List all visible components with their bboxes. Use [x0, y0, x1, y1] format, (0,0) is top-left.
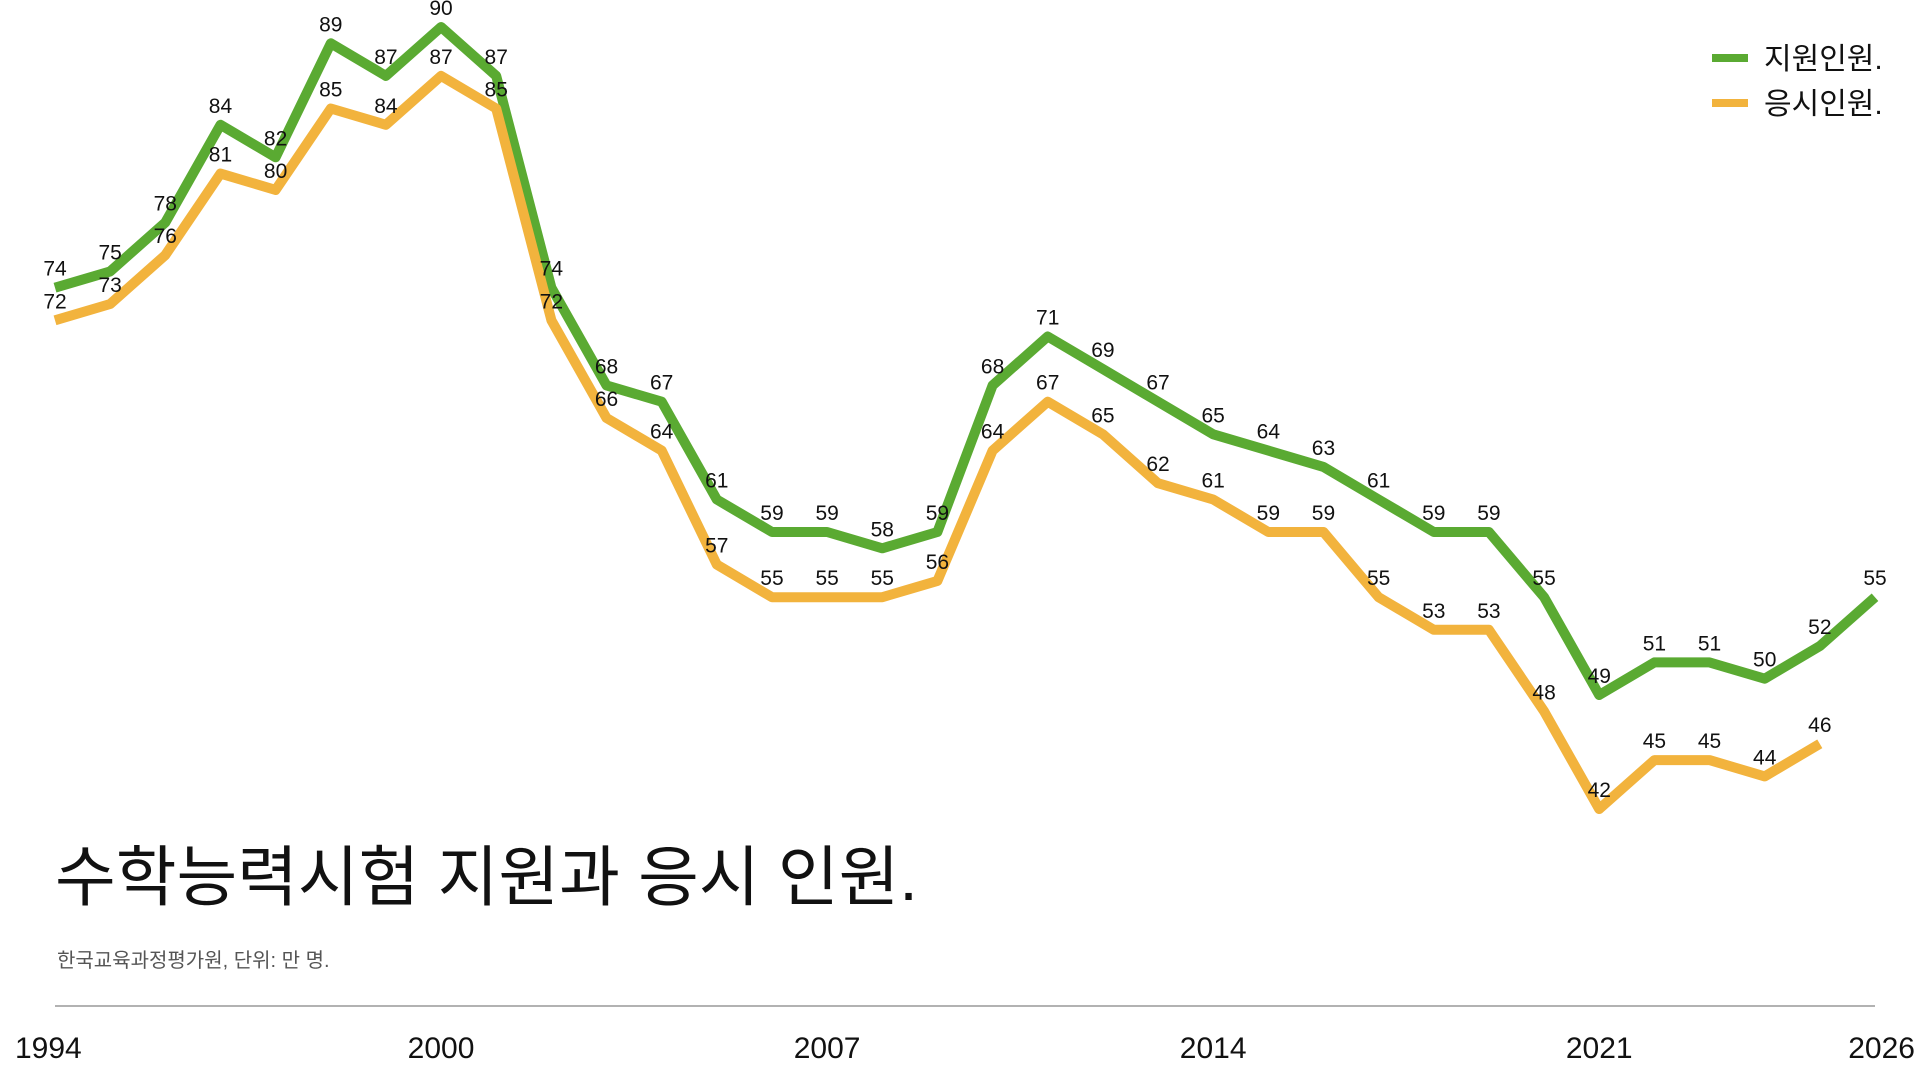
data-label: 57: [705, 535, 728, 558]
data-label: 55: [1863, 567, 1886, 590]
data-label: 87: [374, 46, 397, 69]
data-label: 62: [1146, 453, 1169, 476]
x-tick-label: 2000: [408, 1032, 475, 1065]
data-label: 67: [1036, 372, 1059, 395]
data-label: 89: [319, 13, 342, 36]
data-label: 44: [1753, 746, 1777, 769]
data-label: 59: [926, 502, 949, 525]
data-label: 78: [154, 193, 177, 216]
data-label: 45: [1643, 730, 1666, 753]
x-tick-label: 2014: [1180, 1032, 1247, 1065]
data-label: 76: [154, 225, 177, 248]
data-label: 65: [1091, 404, 1114, 427]
data-label: 48: [1532, 681, 1555, 704]
data-label: 85: [319, 78, 342, 101]
chart-title: 수학능력시험 지원과 응시 인원.: [55, 840, 918, 914]
data-label: 68: [981, 355, 1004, 378]
data-label: 64: [1257, 421, 1281, 444]
data-label: 55: [760, 567, 783, 590]
data-label: 59: [1477, 502, 1500, 525]
data-label: 71: [1036, 307, 1059, 330]
data-label: 52: [1808, 616, 1831, 639]
data-label: 53: [1477, 600, 1500, 623]
data-label: 74: [540, 258, 564, 281]
data-label: 84: [374, 95, 398, 118]
data-label: 51: [1698, 632, 1721, 655]
data-label: 51: [1643, 632, 1666, 655]
data-label: 74: [43, 258, 67, 281]
data-label: 87: [429, 46, 452, 69]
data-label: 53: [1422, 600, 1445, 623]
data-label: 63: [1312, 437, 1335, 460]
data-label: 85: [485, 78, 508, 101]
data-label: 80: [264, 160, 287, 183]
data-label: 64: [981, 421, 1005, 444]
data-label: 69: [1091, 339, 1114, 362]
data-label: 72: [540, 290, 563, 313]
data-label: 65: [1202, 404, 1225, 427]
data-label: 61: [1367, 469, 1390, 492]
data-label: 59: [815, 502, 838, 525]
data-label: 64: [650, 421, 674, 444]
x-tick-label: 1994: [15, 1032, 82, 1065]
data-label: 55: [871, 567, 894, 590]
data-label: 75: [98, 241, 121, 264]
data-label: 87: [485, 46, 508, 69]
chart-subtitle: 한국교육과정평가원, 단위: 만 명.: [57, 949, 330, 972]
legend-label: 응시인원.: [1764, 88, 1883, 121]
data-label: 49: [1588, 665, 1611, 688]
data-label: 59: [1422, 502, 1445, 525]
data-label: 72: [43, 290, 66, 313]
data-label: 55: [815, 567, 838, 590]
data-label: 67: [1146, 372, 1169, 395]
x-tick-label: 2026: [1848, 1032, 1915, 1065]
data-label: 42: [1588, 779, 1611, 802]
data-label: 58: [871, 518, 894, 541]
data-label: 61: [1202, 469, 1225, 492]
data-label: 59: [1257, 502, 1280, 525]
data-label: 82: [264, 127, 287, 150]
data-label: 45: [1698, 730, 1721, 753]
x-tick-label: 2021: [1566, 1032, 1633, 1065]
data-label: 90: [429, 0, 452, 20]
x-tick-label: 2007: [794, 1032, 861, 1065]
data-label: 67: [650, 372, 673, 395]
data-label: 84: [209, 95, 233, 118]
data-label: 61: [705, 469, 728, 492]
data-label: 68: [595, 355, 618, 378]
legend-label: 지원인원.: [1764, 43, 1883, 76]
data-label: 50: [1753, 649, 1776, 672]
data-label: 73: [98, 274, 121, 297]
data-label: 81: [209, 144, 232, 167]
data-label: 59: [1312, 502, 1335, 525]
data-label: 55: [1532, 567, 1555, 590]
data-label: 56: [926, 551, 949, 574]
data-label: 55: [1367, 567, 1390, 590]
data-label: 66: [595, 388, 618, 411]
series-line: [53, 70, 1823, 814]
series-line: [53, 22, 1879, 700]
data-label: 46: [1808, 714, 1831, 737]
data-label: 59: [760, 502, 783, 525]
